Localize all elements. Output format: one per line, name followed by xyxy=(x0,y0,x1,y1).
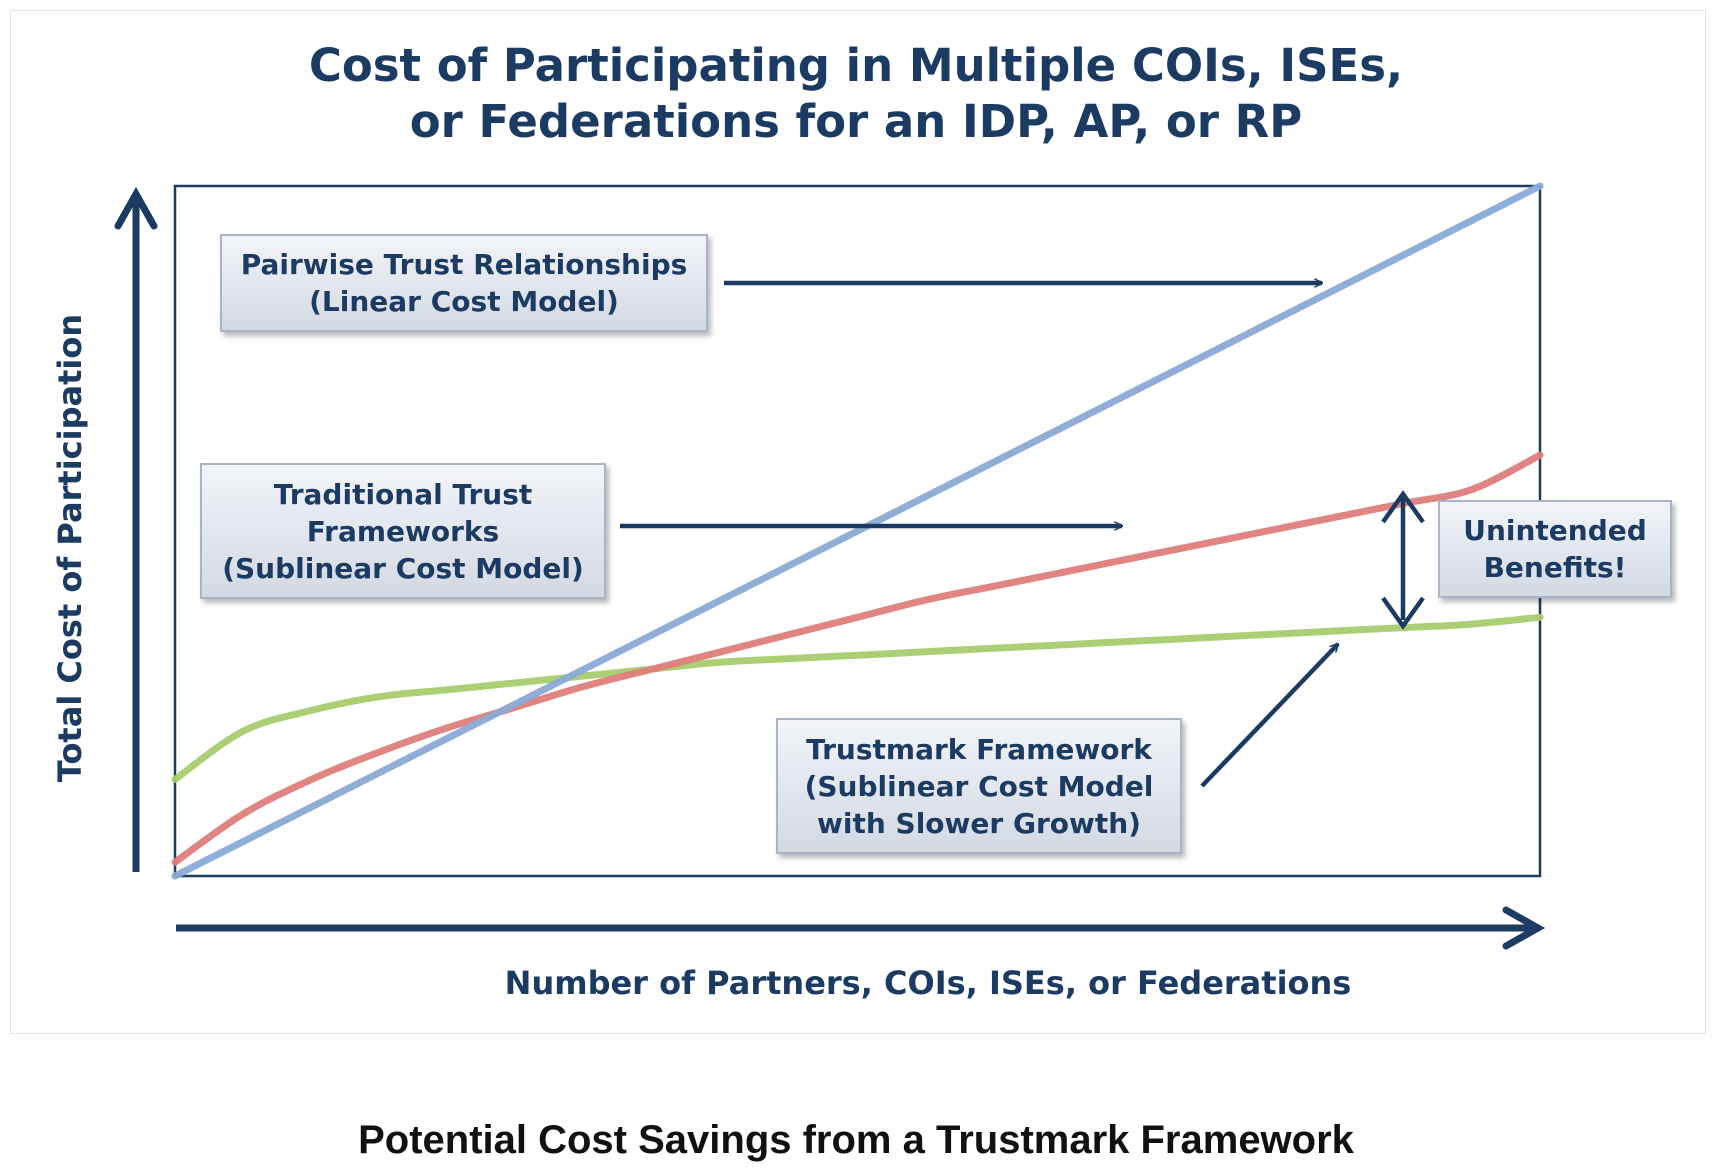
series-line-pairwise xyxy=(171,182,1544,880)
series-line-trustmark xyxy=(171,613,1544,783)
callout-benefits: Unintended Benefits! xyxy=(1438,500,1672,598)
chart-title: Cost of Participating in Multiple COIs, … xyxy=(0,38,1712,150)
x-axis-label: Number of Partners, COIs, ISEs, or Feder… xyxy=(504,964,1352,1002)
callout-trustmark-line-2: (Sublinear Cost Model xyxy=(804,769,1154,803)
y-axis-arrow-head xyxy=(114,186,158,230)
callout-pairwise-line-1: Pairwise Trust Relationships xyxy=(240,248,688,281)
x-axis-arrow-head xyxy=(1502,906,1546,950)
chart-title-line-1: Cost of Participating in Multiple COIs, … xyxy=(308,39,1404,92)
callout-pairwise-line-2: (Linear Cost Model) xyxy=(309,285,619,318)
series-line-traditional xyxy=(171,451,1544,866)
callout-trustmark-line-3: with Slower Growth) xyxy=(817,806,1141,840)
callout-benefits-line-1: Unintended xyxy=(1463,514,1647,547)
callout-benefits-line-2: Benefits! xyxy=(1483,551,1627,584)
benefits-arrow-head-up xyxy=(1381,490,1425,524)
pointer-layer xyxy=(620,283,1425,788)
callout-traditional-line-1: Traditional Trust xyxy=(273,477,533,511)
benefits-arrow-head-down xyxy=(1381,596,1425,630)
callout-traditional: Traditional Trust Frameworks (Sublinear … xyxy=(200,463,606,599)
callout-trustmark: Trustmark Framework (Sublinear Cost Mode… xyxy=(776,718,1182,854)
callout-traditional-line-2: Frameworks xyxy=(306,514,500,548)
callout-pairwise: Pairwise Trust Relationships (Linear Cos… xyxy=(220,234,708,332)
y-axis-label: Total Cost of Participation xyxy=(51,313,89,783)
chart-title-line-2: or Federations for an IDP, AP, or RP xyxy=(409,95,1303,148)
series-layer xyxy=(171,182,1544,880)
pointer-arrow-trustmark xyxy=(1200,644,1338,788)
figure-caption: Potential Cost Savings from a Trustmark … xyxy=(358,1118,1354,1162)
callout-traditional-line-3: (Sublinear Cost Model) xyxy=(222,551,584,585)
callout-trustmark-line-1: Trustmark Framework xyxy=(806,732,1152,766)
